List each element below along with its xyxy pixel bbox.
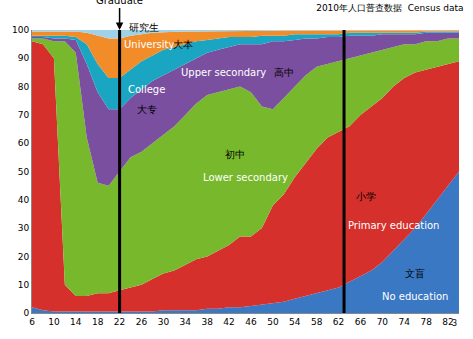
svg-text:大专: 大专 [137,104,157,115]
svg-text:高中: 高中 [274,67,294,78]
svg-text:80: 80 [18,82,30,92]
svg-text:研究生: 研究生 [129,22,159,33]
svg-text:18: 18 [92,317,104,327]
svg-text:22: 22 [114,317,125,327]
svg-text:70: 70 [18,110,30,120]
svg-text:小学: 小学 [356,191,376,202]
svg-text:Graduate: Graduate [96,0,143,6]
svg-text:50: 50 [267,317,279,327]
svg-text:82: 82 [442,317,453,327]
svg-text:60: 60 [18,138,30,148]
svg-text:3: 3 [452,319,457,328]
svg-text:30: 30 [18,223,30,233]
svg-text:40: 40 [18,195,30,205]
svg-text:14: 14 [70,317,82,327]
svg-text:54: 54 [289,317,301,327]
svg-text:34: 34 [180,317,192,327]
svg-text:26: 26 [136,317,148,327]
svg-text:College: College [128,84,165,95]
svg-text:78: 78 [420,317,432,327]
svg-text:0: 0 [23,308,29,318]
svg-text:46: 46 [245,317,257,327]
svg-text:50: 50 [18,167,30,177]
svg-text:Primary education: Primary education [348,220,439,231]
svg-text:70: 70 [377,317,389,327]
svg-text:文盲: 文盲 [405,268,425,279]
svg-text:74: 74 [399,317,411,327]
svg-text:42: 42 [223,317,234,327]
svg-text:6: 6 [29,317,35,327]
svg-text:58: 58 [311,317,323,327]
svg-text:10: 10 [18,280,30,290]
svg-text:No education: No education [382,291,448,302]
svg-text:90: 90 [18,53,30,63]
svg-text:Upper secondary: Upper secondary [181,67,266,78]
svg-text:大本: 大本 [173,39,193,50]
svg-text:62: 62 [333,317,344,327]
svg-text:38: 38 [201,317,213,327]
svg-text:10: 10 [48,317,60,327]
svg-text:2010年人口普查数据 Census data: 2010年人口普查数据 Census data [316,3,463,13]
svg-text:Lower secondary: Lower secondary [203,172,288,183]
svg-text:University: University [124,39,175,50]
svg-text:30: 30 [158,317,170,327]
svg-text:66: 66 [355,317,367,327]
svg-text:初中: 初中 [225,149,245,160]
svg-text:100: 100 [12,25,29,35]
svg-text:20: 20 [18,252,30,262]
